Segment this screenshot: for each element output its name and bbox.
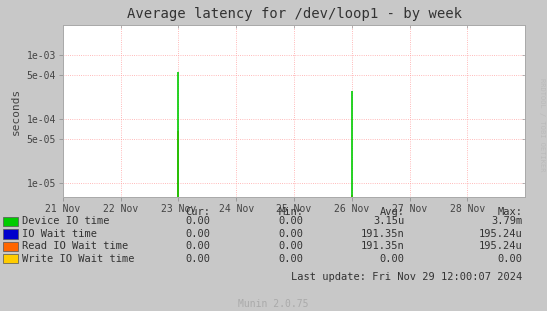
Text: Max:: Max: — [497, 207, 522, 217]
Text: Cur:: Cur: — [185, 207, 211, 217]
Text: 0.00: 0.00 — [497, 254, 522, 264]
Text: 0.00: 0.00 — [278, 229, 304, 239]
Text: 195.24u: 195.24u — [479, 229, 522, 239]
Text: 195.24u: 195.24u — [479, 241, 522, 251]
Text: RRDTOOL / TOBI OETIKER: RRDTOOL / TOBI OETIKER — [539, 78, 545, 171]
Text: Read IO Wait time: Read IO Wait time — [22, 241, 129, 251]
Text: Write IO Wait time: Write IO Wait time — [22, 254, 135, 264]
Text: 3.15u: 3.15u — [374, 216, 405, 226]
Title: Average latency for /dev/loop1 - by week: Average latency for /dev/loop1 - by week — [126, 7, 462, 21]
Text: 3.79m: 3.79m — [491, 216, 522, 226]
Text: 191.35n: 191.35n — [361, 241, 405, 251]
Text: 0.00: 0.00 — [380, 254, 405, 264]
Text: 0.00: 0.00 — [278, 241, 304, 251]
Text: Device IO time: Device IO time — [22, 216, 110, 226]
Text: Min:: Min: — [278, 207, 304, 217]
Text: 0.00: 0.00 — [278, 254, 304, 264]
Text: Munin 2.0.75: Munin 2.0.75 — [238, 299, 309, 309]
Text: 0.00: 0.00 — [278, 216, 304, 226]
Y-axis label: seconds: seconds — [11, 88, 21, 135]
Text: 191.35n: 191.35n — [361, 229, 405, 239]
Text: 0.00: 0.00 — [185, 241, 211, 251]
Text: 0.00: 0.00 — [185, 254, 211, 264]
Text: 0.00: 0.00 — [185, 229, 211, 239]
Text: IO Wait time: IO Wait time — [22, 229, 97, 239]
Text: 0.00: 0.00 — [185, 216, 211, 226]
Text: Avg:: Avg: — [380, 207, 405, 217]
Text: Last update: Fri Nov 29 12:00:07 2024: Last update: Fri Nov 29 12:00:07 2024 — [291, 272, 522, 282]
